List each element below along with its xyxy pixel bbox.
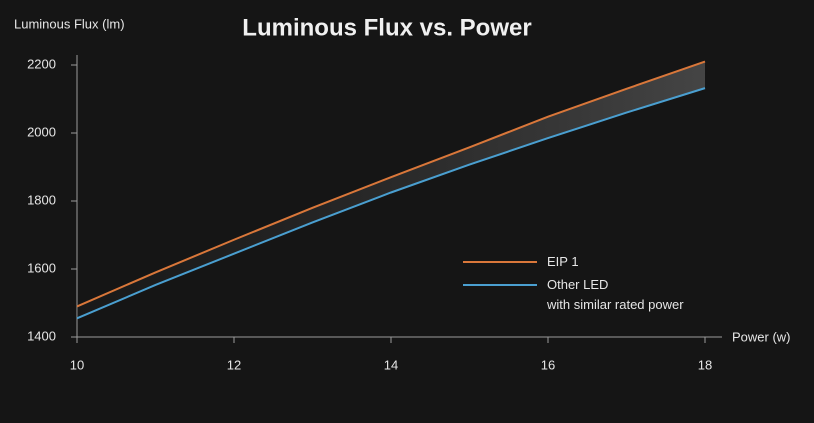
shaded-gap xyxy=(77,61,705,319)
series-line xyxy=(76,60,706,308)
x-tick-label: 18 xyxy=(698,357,712,372)
y-tick-label: 1400 xyxy=(27,328,56,343)
x-tick-label: 12 xyxy=(227,357,241,372)
x-tick-label: 14 xyxy=(384,357,398,372)
y-tick-label: 2000 xyxy=(27,124,56,139)
legend-label: EIP 1 xyxy=(547,254,579,269)
x-tick-label: 16 xyxy=(541,357,555,372)
x-tick-label: 10 xyxy=(70,357,84,372)
series-line xyxy=(76,87,706,320)
y-tick-label: 2200 xyxy=(27,56,56,71)
y-tick-label: 1600 xyxy=(27,260,56,275)
chart-title: Luminous Flux vs. Power xyxy=(242,14,531,41)
legend-label: Other LED with similar rated power xyxy=(547,277,684,312)
y-axis-label: Luminous Flux (lm) xyxy=(14,16,125,31)
x-axis-label: Power (w) xyxy=(732,329,791,344)
y-tick-label: 1800 xyxy=(27,192,56,207)
